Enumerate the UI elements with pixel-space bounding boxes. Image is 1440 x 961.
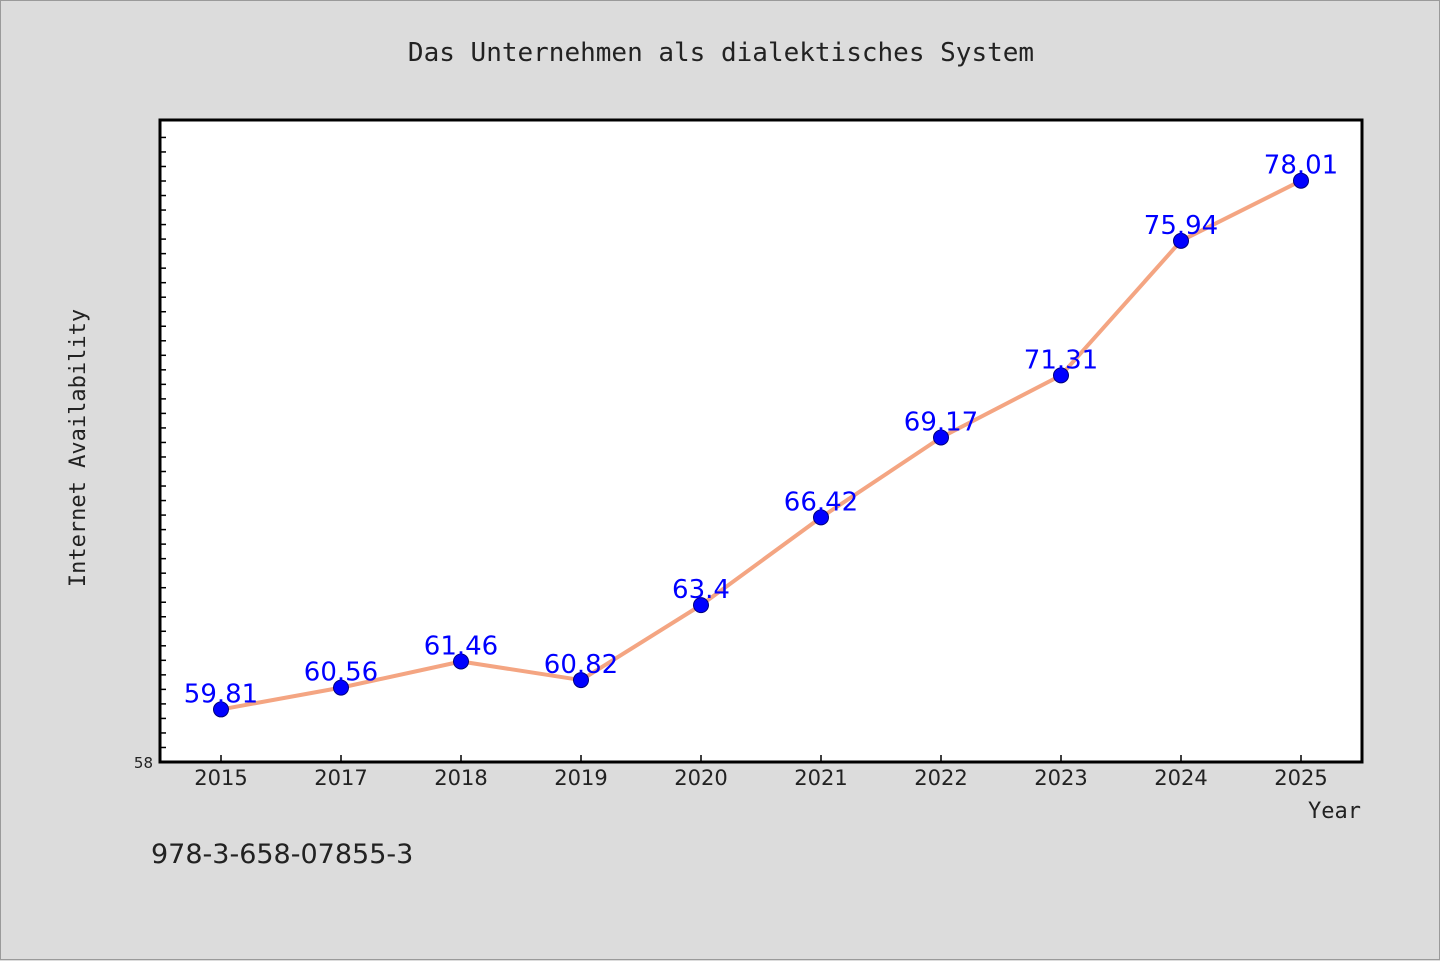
data-label: 63.4 <box>672 575 730 605</box>
x-tick-label: 2018 <box>434 766 487 790</box>
x-tick-label: 2019 <box>554 766 607 790</box>
data-label: 60.56 <box>304 658 378 688</box>
y-tick-label: 58 <box>134 754 153 772</box>
data-label: 75.94 <box>1144 211 1218 241</box>
series-line <box>220 178 1302 712</box>
plot-area <box>158 118 1364 764</box>
data-label: 60.82 <box>544 650 618 680</box>
data-label: 61.46 <box>424 631 498 661</box>
data-point <box>693 597 709 614</box>
data-label: 69.17 <box>904 408 978 438</box>
data-point <box>333 679 349 696</box>
x-axis-label: Year <box>1308 799 1361 824</box>
x-tick-label: 2023 <box>1034 766 1087 790</box>
data-point <box>453 653 469 670</box>
data-point <box>933 429 949 446</box>
x-tick-label: 2015 <box>194 766 247 790</box>
x-tick-label: 2024 <box>1154 766 1207 790</box>
x-tick-label: 2025 <box>1274 766 1327 790</box>
data-label: 71.31 <box>1024 345 1098 375</box>
x-tick-label: 2020 <box>674 766 727 790</box>
x-axis: 2015 2017 2018 2019 2020 2021 2022 2023 2024 2025 <box>194 755 1328 790</box>
data-point <box>1053 367 1069 384</box>
y-axis-label: Internet Availability <box>66 309 91 587</box>
data-point <box>573 672 589 689</box>
chart-title: Das Unternehmen als dialektisches System <box>408 38 1034 68</box>
series-layer: 59.81 60.56 61.46 60.82 63.4 66.42 69.17 71.31 7… <box>184 151 1338 718</box>
data-label: 66.42 <box>784 487 858 517</box>
x-tick-label: 2022 <box>914 766 967 790</box>
isbn-text: 978-3-658-07855-3 <box>151 839 413 870</box>
data-point <box>1173 232 1189 249</box>
x-tick-label: 2017 <box>314 766 367 790</box>
data-point <box>213 701 229 718</box>
data-point <box>813 509 829 526</box>
x-tick-label: 2021 <box>794 766 847 790</box>
data-label: 78.01 <box>1264 151 1338 181</box>
data-point <box>1293 172 1309 189</box>
y-axis-ticks <box>160 136 166 763</box>
data-label: 59.81 <box>184 679 258 709</box>
